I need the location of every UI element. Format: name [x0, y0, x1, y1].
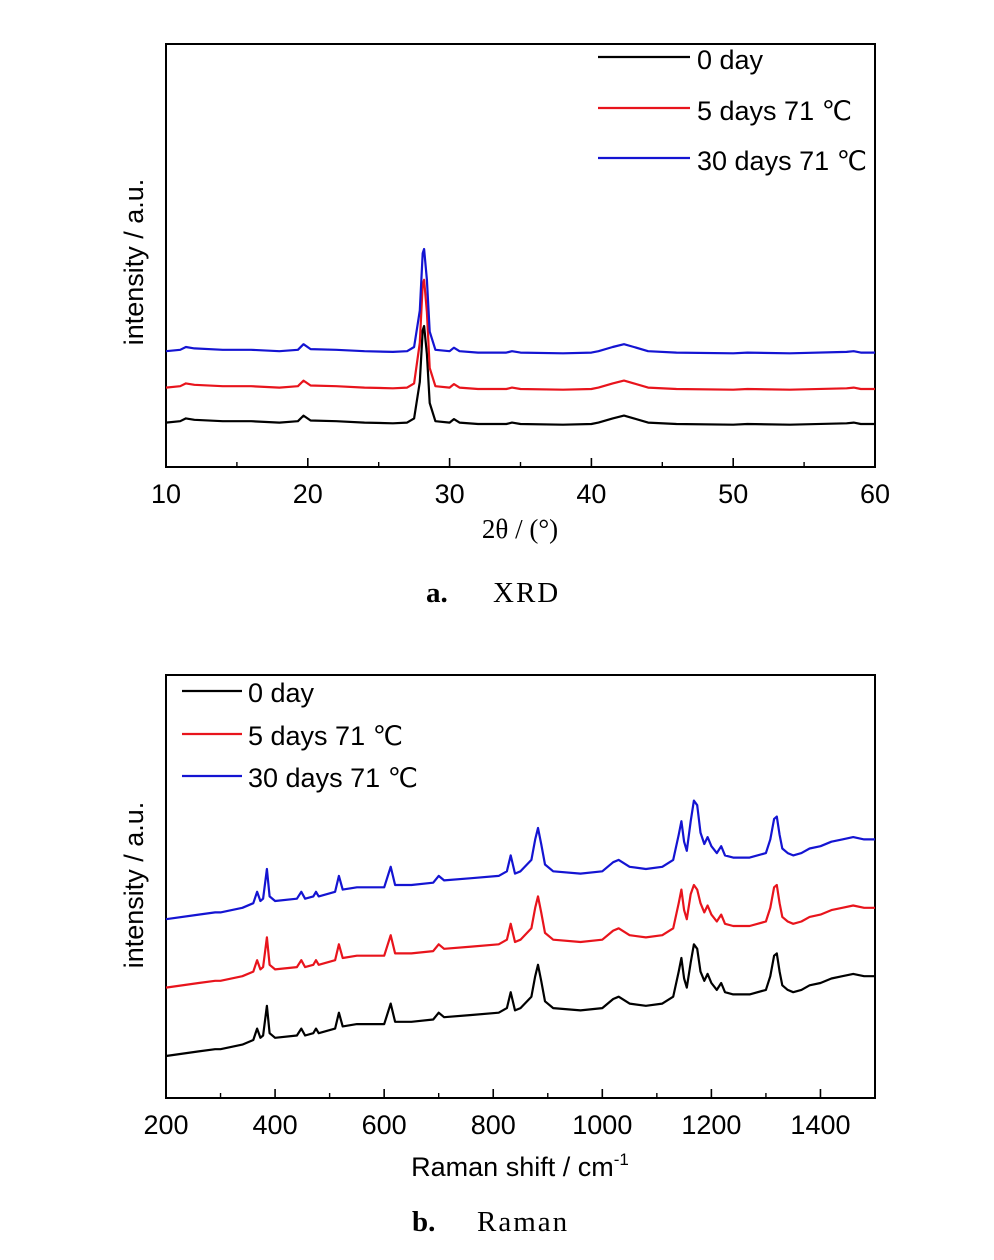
raman-x-ticks: 200 400 600 800 1000 1200 1400: [143, 1089, 851, 1140]
raman-legend-label-5-days: 5 days 71 ℃: [248, 721, 403, 751]
raman-x-tick-label: 400: [253, 1110, 298, 1140]
raman-y-axis-title: intensity / a.u.: [119, 802, 149, 969]
raman-x-tick-label: 200: [143, 1110, 188, 1140]
xrd-x-tick-label: 30: [435, 479, 465, 509]
xrd-series-line-0-day: [165, 324, 875, 426]
raman-legend: 0 day 5 days 71 ℃ 30 days 71 ℃: [182, 678, 418, 793]
raman-x-axis-title-superscript: -1: [614, 1150, 629, 1169]
xrd-y-axis-title: intensity / a.u.: [119, 179, 149, 346]
raman-x-axis-title-main: Raman shift / cm: [411, 1152, 614, 1182]
raman-plot-frame: [165, 674, 876, 1099]
raman-legend-label-30-days: 30 days 71 ℃: [248, 763, 418, 793]
xrd-series-group: [165, 247, 875, 426]
xrd-legend-label-5-days: 5 days 71 ℃: [697, 96, 852, 126]
raman-x-tick-label: 600: [362, 1110, 407, 1140]
raman-series-group: [165, 799, 875, 1058]
xrd-x-ticks: 10 20 30 40 50 60: [151, 458, 890, 509]
xrd-series-line-5-days-71: [165, 278, 875, 391]
raman-x-axis-title: Raman shift / cm-1: [411, 1150, 629, 1182]
xrd-panel: 10 20 30 40 50 60 0 day 5 days 71 ℃ 30 days 7…: [119, 43, 890, 609]
raman-caption-letter: b.: [412, 1206, 435, 1238]
raman-x-tick-label: 800: [471, 1110, 516, 1140]
xrd-caption-letter: a.: [426, 577, 448, 609]
xrd-legend-label-0-day: 0 day: [697, 45, 764, 75]
xrd-x-tick-label: 50: [718, 479, 748, 509]
raman-caption-text: Raman: [477, 1206, 569, 1238]
xrd-legend: 0 day 5 days 71 ℃ 30 days 71 ℃: [598, 45, 867, 176]
xrd-x-tick-label: 10: [151, 479, 181, 509]
raman-panel: 200 400 600 800 1000 1200 1400 0 day 5 days 71…: [119, 674, 876, 1238]
raman-x-tick-label: 1400: [790, 1110, 850, 1140]
xrd-x-tick-label: 40: [576, 479, 606, 509]
xrd-legend-label-30-days: 30 days 71 ℃: [697, 146, 867, 176]
raman-legend-label-0-day: 0 day: [248, 678, 315, 708]
xrd-series-line-30-days-71: [165, 247, 875, 355]
raman-x-tick-label: 1000: [572, 1110, 632, 1140]
xrd-x-tick-label: 60: [860, 479, 890, 509]
raman-x-tick-label: 1200: [681, 1110, 741, 1140]
raman-series-line-30-days-71: [165, 799, 875, 921]
xrd-x-axis-title: 2θ / (°): [482, 514, 558, 544]
xrd-x-tick-label: 20: [293, 479, 323, 509]
xrd-caption-text: XRD: [493, 577, 560, 609]
raman-series-line-0-day: [165, 943, 875, 1058]
raman-series-line-5-days-71: [165, 883, 875, 989]
